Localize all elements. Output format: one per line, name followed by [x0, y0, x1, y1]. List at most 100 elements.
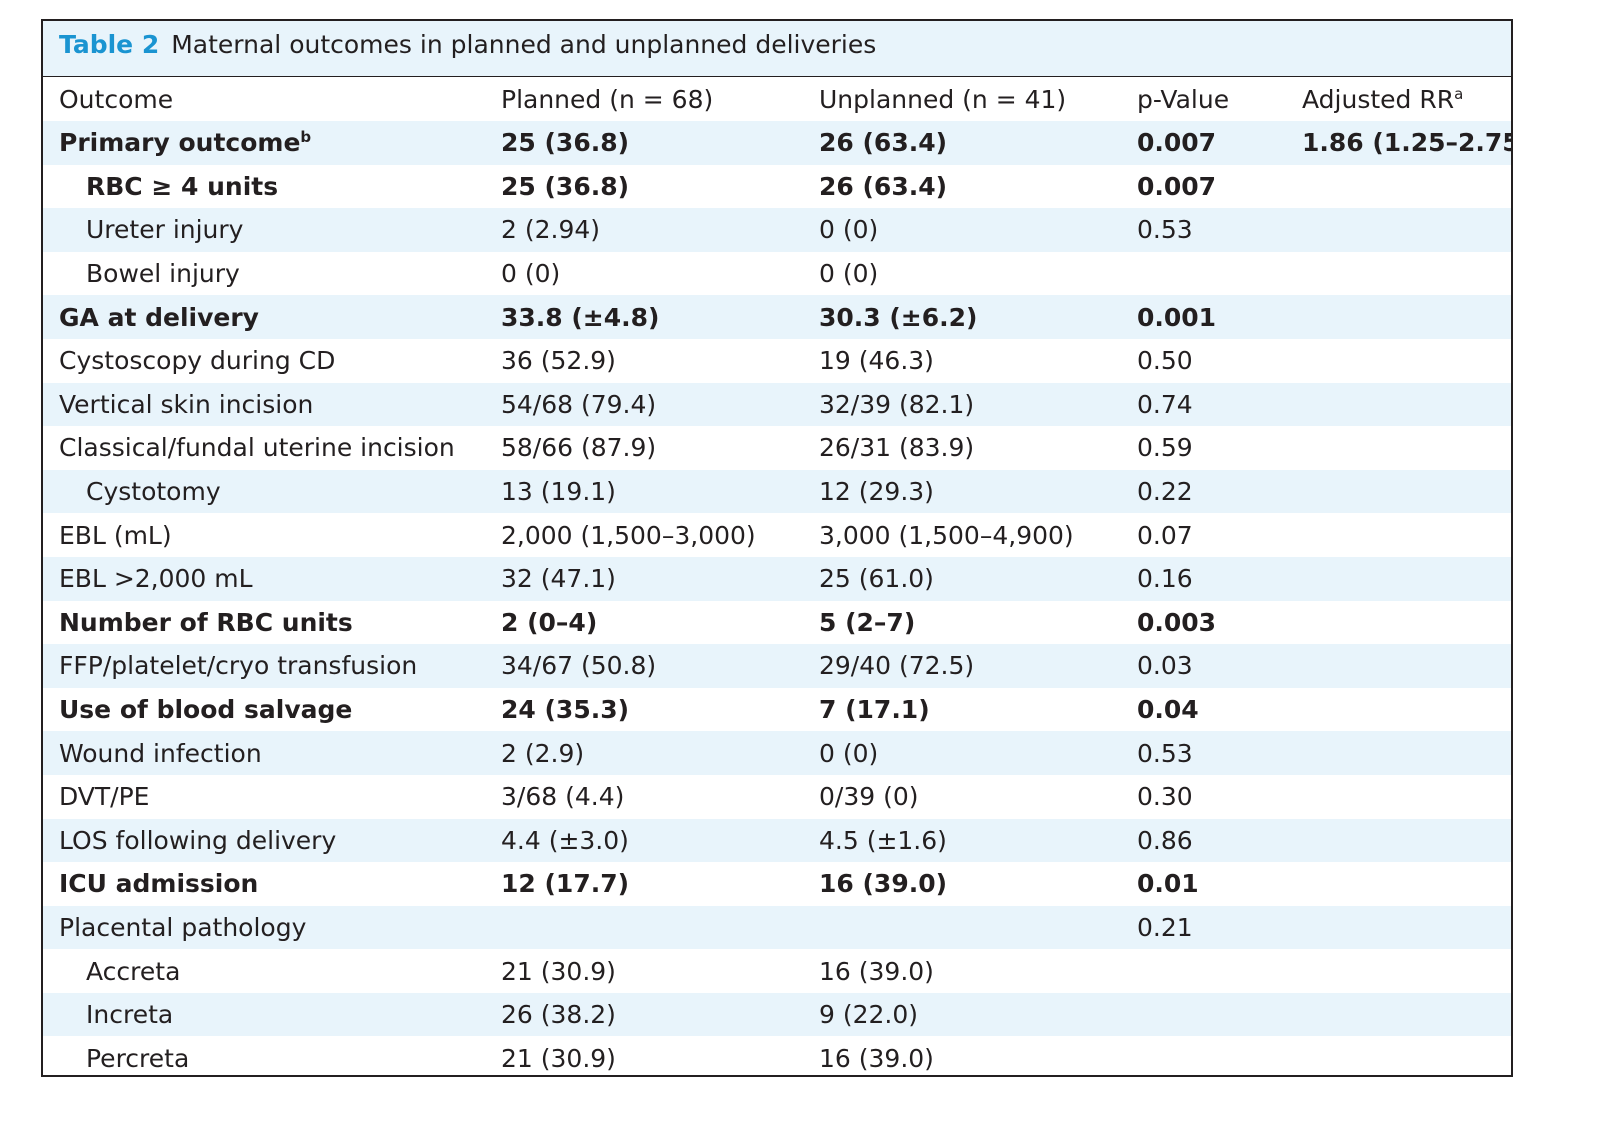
- cell-outcome: Percreta: [43, 1036, 501, 1075]
- cell-unplanned: 0 (0): [819, 252, 1137, 296]
- cell-unplanned: 30.3 (±6.2): [819, 295, 1137, 339]
- cell-p-value: 0.001: [1137, 295, 1302, 339]
- cell-planned: 54/68 (79.4): [501, 382, 819, 427]
- cell-p-value-text: 0.30: [1137, 782, 1193, 812]
- cell-outcome: ICU admission: [43, 862, 501, 906]
- cell-adjusted-rr: [1302, 252, 1511, 296]
- cell-planned: 2 (2.9): [501, 731, 819, 775]
- cell-unplanned: 0 (0): [819, 208, 1137, 252]
- cell-outcome: Primary outcomeb: [43, 121, 501, 165]
- cell-unplanned: 32/39 (82.1): [819, 382, 1137, 427]
- cell-outcome-text: Placental pathology: [59, 912, 307, 942]
- cell-planned: 34/67 (50.8): [501, 644, 819, 688]
- cell-planned: 13 (19.1): [501, 469, 819, 514]
- cell-p-value-text: 0.01: [1137, 869, 1199, 899]
- cell-p-value: 0.74: [1137, 382, 1302, 427]
- cell-p-value-text: 0.001: [1137, 302, 1217, 332]
- cell-outcome-text: Primary outcome: [59, 128, 301, 158]
- cell-adjusted-rr: [1302, 601, 1511, 645]
- cell-planned-text: 13 (19.1): [501, 477, 616, 507]
- cell-p-value-text: 0.53: [1137, 215, 1193, 245]
- cell-adjusted-rr: [1302, 688, 1511, 732]
- table-row: Bowel injury 0 (0) 0 (0): [43, 252, 1511, 296]
- table-row: Increta 26 (38.2) 9 (22.0): [43, 992, 1511, 1037]
- cell-outcome-text: DVT/PE: [59, 782, 150, 812]
- cell-unplanned-text: 12 (29.3): [819, 477, 934, 507]
- cell-outcome: Classical/fundal uterine incision: [43, 426, 501, 470]
- cell-planned-text: 2,000 (1,500–3,000): [501, 520, 756, 550]
- cell-outcome: Bowel injury: [43, 252, 501, 296]
- cell-unplanned-text: 3,000 (1,500–4,900): [819, 520, 1074, 550]
- cell-planned: 2 (2.94): [501, 208, 819, 252]
- cell-outcome-text: Number of RBC units: [59, 607, 353, 637]
- header-row: Outcome Planned (n = 68) Unplanned (n = …: [43, 77, 1511, 121]
- cell-planned-text: 32 (47.1): [501, 564, 616, 594]
- cell-p-value: 0.007: [1137, 121, 1302, 165]
- cell-planned: 32 (47.1): [501, 556, 819, 601]
- cell-unplanned: 16 (39.0): [819, 1036, 1137, 1075]
- cell-unplanned-text: 0 (0): [819, 215, 879, 245]
- cell-p-value: [1137, 1036, 1302, 1075]
- cell-planned-text: 24 (35.3): [501, 695, 630, 725]
- cell-unplanned: 5 (2–7): [819, 601, 1137, 645]
- table-row: LOS following delivery 4.4 (±3.0) 4.5 (±1.…: [43, 818, 1511, 863]
- cell-outcome: EBL (mL): [43, 513, 501, 557]
- cell-p-value: 0.53: [1137, 208, 1302, 252]
- table-row: Classical/fundal uterine incision 58/66 (…: [43, 426, 1511, 470]
- cell-planned-text: 21 (30.9): [501, 956, 616, 986]
- cell-outcome-text: EBL >2,000 mL: [59, 564, 253, 594]
- table-label: Table 2: [59, 30, 160, 59]
- cell-p-value: 0.16: [1137, 556, 1302, 601]
- table-row: Number of RBC units 2 (0–4) 5 (2–7) 0.003: [43, 601, 1511, 645]
- cell-adjusted-rr: [1302, 1036, 1511, 1075]
- cell-planned-text: 2 (2.9): [501, 738, 585, 768]
- cell-unplanned-text: 26 (63.4): [819, 128, 948, 158]
- cell-planned: 4.4 (±3.0): [501, 818, 819, 863]
- cell-p-value: 0.04: [1137, 688, 1302, 732]
- cell-planned: 33.8 (±4.8): [501, 295, 819, 339]
- cell-p-value-text: 0.07: [1137, 520, 1193, 550]
- cell-unplanned: [819, 905, 1137, 950]
- cell-adjusted-rr: [1302, 818, 1511, 863]
- cell-p-value-text: 0.04: [1137, 695, 1199, 725]
- table-row: FFP/platelet/cryo transfusion 34/67 (50.8…: [43, 644, 1511, 688]
- cell-adjusted-rr: [1302, 295, 1511, 339]
- table-row: Cystotomy 13 (19.1) 12 (29.3) 0.22: [43, 469, 1511, 514]
- cell-outcome: Increta: [43, 992, 501, 1037]
- cell-outcome: LOS following delivery: [43, 818, 501, 863]
- cell-adjusted-rr: [1302, 469, 1511, 514]
- table-body: Primary outcomeb 25 (36.8) 26 (63.4) 0.007 1…: [43, 121, 1511, 1075]
- cell-planned: 25 (36.8): [501, 165, 819, 209]
- cell-p-value: 0.01: [1137, 862, 1302, 906]
- cell-unplanned: 9 (22.0): [819, 992, 1137, 1037]
- cell-planned-text: 34/67 (50.8): [501, 651, 657, 681]
- cell-outcome: Cystotomy: [43, 469, 501, 514]
- cell-planned-text: 33.8 (±4.8): [501, 302, 660, 332]
- cell-outcome: Placental pathology: [43, 905, 501, 950]
- cell-outcome: EBL >2,000 mL: [43, 556, 501, 601]
- cell-unplanned-text: 30.3 (±6.2): [819, 302, 978, 332]
- cell-unplanned-text: 19 (46.3): [819, 346, 934, 376]
- cell-unplanned: 4.5 (±1.6): [819, 818, 1137, 863]
- cell-planned: 24 (35.3): [501, 688, 819, 732]
- cell-outcome-text: Classical/fundal uterine incision: [59, 433, 455, 463]
- cell-outcome: Ureter injury: [43, 208, 501, 252]
- cell-p-value-text: 0.16: [1137, 564, 1193, 594]
- table-footnote-cutoff: [41, 1094, 1513, 1106]
- cell-unplanned: 3,000 (1,500–4,900): [819, 513, 1137, 557]
- cell-planned-text: 3/68 (4.4): [501, 782, 625, 812]
- cell-outcome: GA at delivery: [43, 295, 501, 339]
- cell-p-value: 0.21: [1137, 905, 1302, 950]
- cell-adjusted-rr: [1302, 775, 1511, 819]
- cell-outcome-text: Vertical skin incision: [59, 389, 314, 419]
- table-row: Vertical skin incision 54/68 (79.4) 32/39 …: [43, 382, 1511, 427]
- header-planned: Planned (n = 68): [501, 84, 714, 114]
- cell-planned-text: 21 (30.9): [501, 1043, 616, 1073]
- cell-p-value: 0.22: [1137, 469, 1302, 514]
- cell-adjusted-rr: [1302, 165, 1511, 209]
- cell-p-value: [1137, 949, 1302, 993]
- cell-unplanned: 12 (29.3): [819, 469, 1137, 514]
- cell-p-value-text: 0.22: [1137, 477, 1193, 507]
- cell-p-value: 0.007: [1137, 165, 1302, 209]
- cell-p-value-text: 0.86: [1137, 825, 1193, 855]
